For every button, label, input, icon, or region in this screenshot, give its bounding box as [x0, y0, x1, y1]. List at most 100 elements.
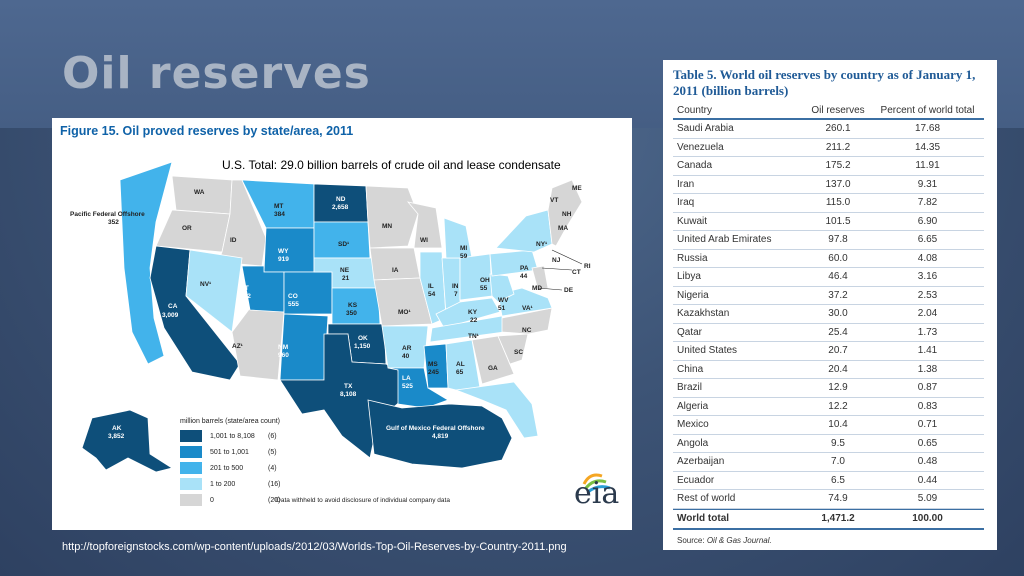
label-ny: NY¹	[536, 241, 547, 248]
label-ma: MA	[558, 225, 568, 232]
legend-title: million barrels (state/area count)	[180, 418, 280, 425]
state-ak	[81, 409, 174, 473]
cell-percent: 1.73	[917, 326, 938, 338]
table-header-row: Country Oil reserves Percent of world to…	[673, 102, 984, 120]
cell-percent: 17.68	[914, 123, 941, 135]
us-map: WA OR ID NV¹ CA 3,009 AZ¹ MT 384 WY 919 …	[70, 161, 591, 473]
label-or: OR	[182, 225, 192, 232]
cell-reserves: 37.2	[828, 289, 848, 301]
source-name: Oil & Gas Journal.	[706, 536, 772, 545]
cell-percent: 0.65	[917, 437, 938, 449]
header-country: Country	[677, 104, 713, 116]
cell-reserves: 30.0	[828, 308, 848, 320]
label-ar-name: AR	[402, 345, 412, 352]
label-vt: VT	[550, 197, 558, 204]
cell-country: United Arab Emirates	[677, 234, 772, 246]
label-va: VA¹	[522, 305, 533, 312]
label-ks-value: 350	[346, 310, 357, 317]
legend-item: 1 to 200 (16)	[180, 476, 286, 492]
reserves-table: Country Oil reserves Percent of world to…	[673, 102, 984, 530]
cell-country: Angola	[677, 437, 709, 449]
state-la	[387, 367, 449, 409]
cell-percent: 2.53	[917, 289, 938, 301]
cell-percent: 0.87	[917, 382, 938, 394]
cell-reserves: 6.5	[831, 474, 845, 486]
legend-swatch	[180, 430, 202, 442]
label-gulf-offshore-value: 4,819	[432, 433, 449, 440]
table-row: Kuwait 101.5 6.90	[673, 213, 984, 231]
legend-label: 1 to 200	[210, 480, 236, 488]
cell-reserves: 10.4	[828, 419, 848, 431]
cell-country: Kazakhstan	[677, 308, 730, 320]
label-al-name: AL	[456, 361, 465, 368]
table-row: Iran 137.0 9.31	[673, 176, 984, 194]
eia-logo-icon	[582, 473, 611, 494]
legend-count: (4)	[268, 464, 277, 472]
label-oh-name: OH	[480, 277, 490, 284]
label-la-value: 525	[402, 383, 413, 390]
label-wv-name: WV	[498, 297, 509, 304]
cell-percent: 1.38	[917, 363, 938, 375]
state-az	[231, 307, 285, 381]
cell-reserves: 46.4	[828, 271, 848, 283]
cell-country: Algeria	[677, 400, 709, 412]
label-ar-value: 40	[402, 353, 410, 360]
legend-item: 0 (20)	[180, 492, 286, 508]
label-mi-value: 59	[460, 253, 468, 260]
cell-percent: 0.48	[917, 456, 938, 468]
source-label: Source:	[677, 536, 705, 545]
label-il-value: 54	[428, 291, 436, 298]
table-source: Source: Oil & Gas Journal.	[677, 536, 772, 545]
us-total-caption: U.S. Total: 29.0 billion barrels of crud…	[222, 158, 561, 172]
table-row: Canada 175.2 11.91	[673, 157, 984, 176]
label-mi-name: MI	[460, 245, 467, 252]
label-de: DE	[564, 287, 574, 294]
label-ms-name: MS	[428, 361, 438, 368]
label-ia: IA	[392, 267, 399, 274]
cell-percent: 11.91	[915, 160, 940, 172]
state-il	[419, 251, 447, 325]
label-ga: GA	[488, 365, 498, 372]
state-new-england	[547, 179, 583, 247]
map-footnote: ¹Data withheld to avoid disclosure of in…	[274, 497, 450, 504]
cell-country: China	[677, 363, 704, 375]
state-ia	[369, 247, 421, 281]
header-percent: Percent of world total	[880, 104, 975, 116]
table-row: Algeria 12.2 0.83	[673, 398, 984, 416]
cell-reserves: 260.1	[825, 123, 851, 135]
label-wy-value: 919	[278, 256, 289, 263]
label-nh: NH	[562, 211, 572, 218]
region-pacific-offshore	[119, 161, 173, 365]
label-in-value: 7	[454, 291, 458, 298]
label-co-value: 555	[288, 301, 299, 308]
label-nv: NV¹	[200, 281, 211, 288]
label-ca-name: CA	[168, 303, 178, 310]
label-nm-name: NM	[278, 344, 288, 351]
cell-country: Russia	[677, 252, 708, 264]
label-wa: WA	[194, 189, 205, 196]
label-co-name: CO	[288, 293, 298, 300]
cell-percent: 2.04	[917, 308, 938, 320]
cell-reserves: 211.2	[825, 141, 851, 153]
map-legend: million barrels (state/area count) 1,001…	[180, 418, 286, 508]
label-ms-value: 245	[428, 369, 439, 376]
cell-country: Kuwait	[677, 215, 708, 227]
cell-reserves: 60.0	[828, 252, 848, 264]
table-row: Kazakhstan 30.0 2.04	[673, 305, 984, 324]
legend-item: 501 to 1,001 (5)	[180, 444, 286, 460]
world-oil-reserves-table-panel: Table 5. World oil reserves by country a…	[663, 60, 997, 550]
label-nd-name: ND	[336, 196, 346, 203]
cell-country: Venezuela	[677, 141, 724, 153]
label-mt-name: MT	[274, 203, 283, 210]
label-ri: RI	[584, 263, 591, 270]
state-or	[155, 209, 231, 253]
state-mi	[443, 217, 473, 259]
table-row: United States 20.7 1.41	[673, 342, 984, 361]
label-ok-name: OK	[358, 335, 368, 342]
legend-swatch	[180, 462, 202, 474]
cell-country: Brazil	[677, 382, 703, 394]
legend-label: 1,001 to 8,108	[210, 432, 255, 440]
label-tx-name: TX	[344, 383, 353, 390]
label-tx-value: 8,108	[340, 391, 357, 398]
region-gulf-offshore	[367, 399, 513, 469]
